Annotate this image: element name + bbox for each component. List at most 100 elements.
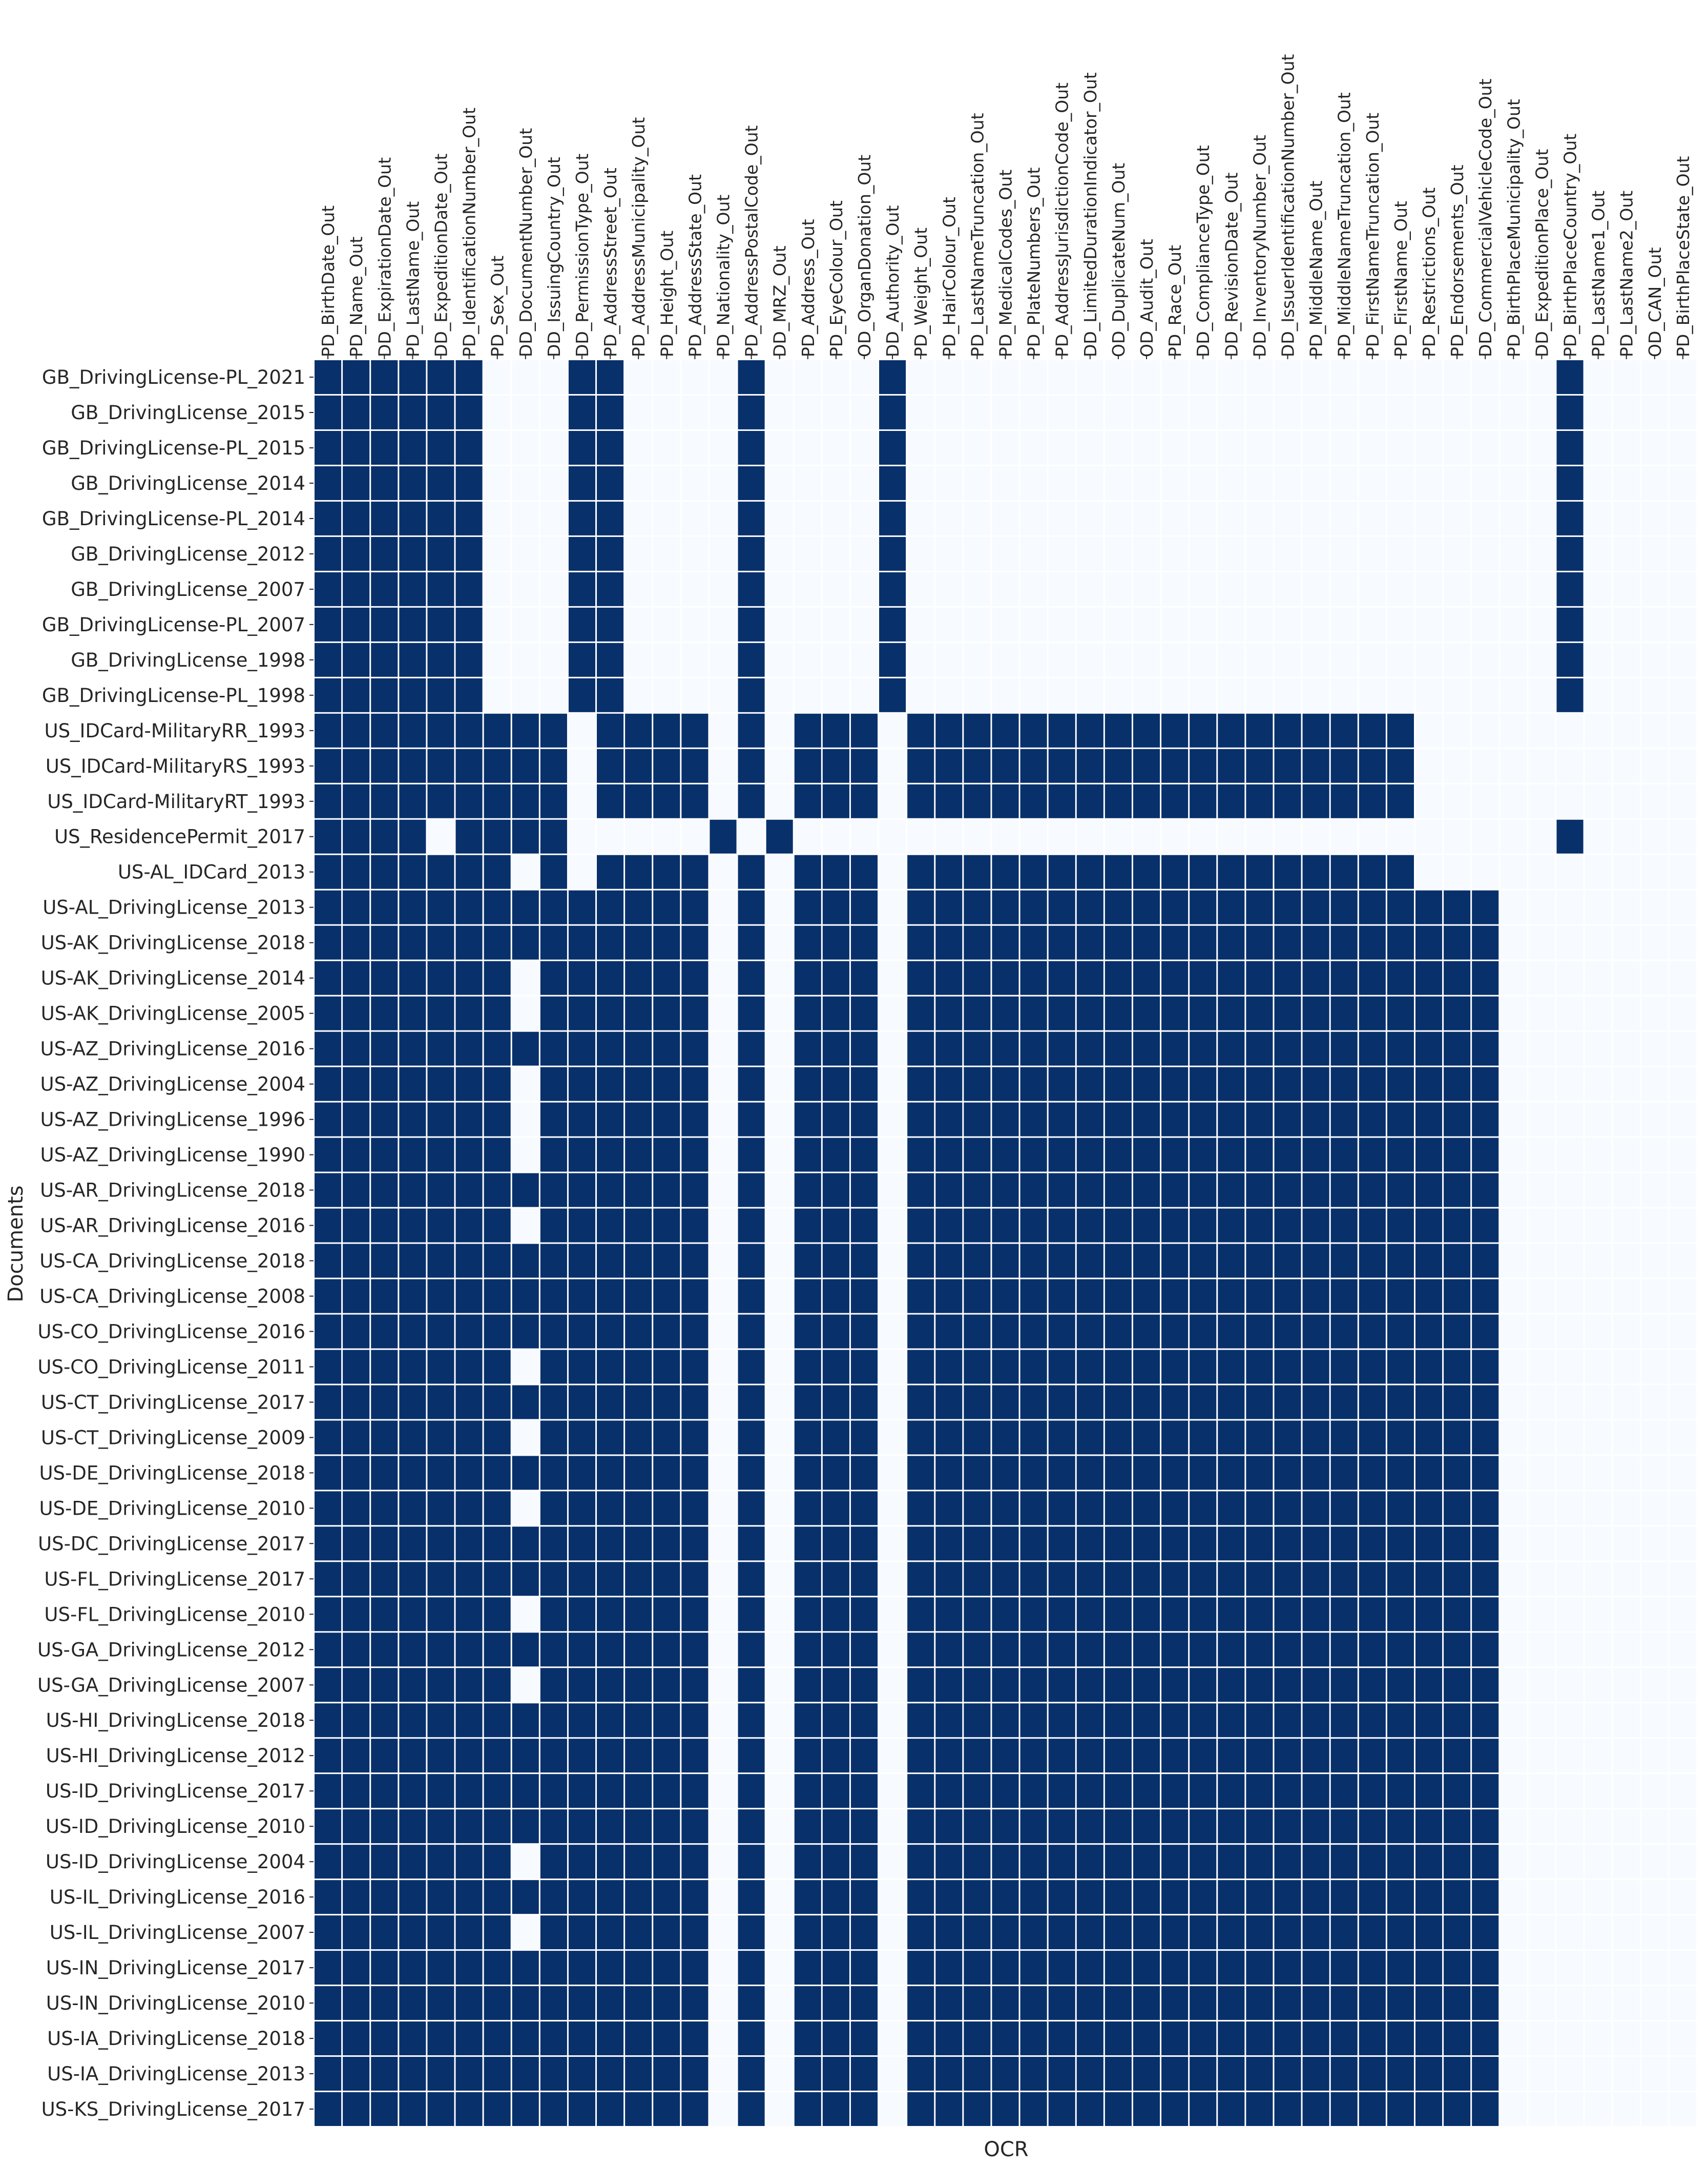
heatmap-cell	[1387, 925, 1414, 960]
heatmap-cell	[1076, 713, 1103, 748]
heatmap-cell	[964, 678, 991, 712]
heatmap-cell	[1415, 2021, 1443, 2056]
heatmap-cell	[597, 1138, 624, 1172]
heatmap-cell	[315, 430, 342, 465]
heatmap-cell	[1415, 2057, 1443, 2091]
heatmap-cell	[427, 1951, 454, 1985]
heatmap-cell	[992, 1809, 1019, 1844]
heatmap-cell	[822, 1314, 849, 1349]
heatmap-cell	[1048, 1279, 1075, 1313]
heatmap-cell	[315, 360, 342, 394]
heatmap-cell	[540, 1562, 567, 1596]
y-tick-label: US-CO_DrivingLicense_2011	[37, 1356, 305, 1378]
heatmap-cell	[1415, 890, 1443, 924]
heatmap-cell	[1076, 1845, 1103, 1879]
heatmap-cell	[1472, 1385, 1499, 1419]
heatmap-cell	[879, 1845, 906, 1879]
heatmap-cell	[681, 1526, 709, 1561]
heatmap-cell	[907, 1420, 934, 1455]
heatmap-cell	[1613, 430, 1640, 465]
heatmap-cell	[1528, 1102, 1555, 1137]
heatmap-cell	[315, 1173, 342, 1207]
heatmap-cell	[1528, 819, 1555, 854]
heatmap-cell	[568, 430, 596, 465]
heatmap-cell	[1218, 1456, 1245, 1490]
heatmap-cell	[1048, 855, 1075, 889]
heatmap-cell	[1500, 395, 1527, 429]
heatmap-cell	[992, 1986, 1019, 2020]
heatmap-cell	[1359, 1739, 1386, 1773]
heatmap-cell	[1556, 713, 1584, 748]
heatmap-cell	[1076, 1420, 1103, 1455]
heatmap-cell	[822, 855, 849, 889]
heatmap-cell	[1048, 1633, 1075, 1667]
heatmap-cell	[455, 819, 483, 854]
heatmap-cell	[794, 1350, 821, 1384]
heatmap-cell	[1161, 1703, 1189, 1738]
heatmap-cell	[710, 395, 737, 429]
heatmap-cell	[1669, 1314, 1696, 1349]
heatmap-cell	[1020, 890, 1047, 924]
heatmap-cell	[1330, 996, 1358, 1030]
heatmap-cell	[964, 1067, 991, 1101]
heatmap-cell	[822, 1208, 849, 1243]
y-tick-label: US-AZ_DrivingLicense_1996	[40, 1109, 305, 1131]
heatmap-cell	[738, 2057, 765, 2091]
heatmap-cell	[1302, 1880, 1329, 1914]
heatmap-cell	[1528, 466, 1555, 500]
heatmap-cell	[1528, 360, 1555, 394]
heatmap-cell	[1161, 1385, 1189, 1419]
heatmap-cell	[1105, 536, 1132, 571]
heatmap-cell	[710, 678, 737, 712]
heatmap-cell	[1415, 1420, 1443, 1455]
heatmap-cell	[1330, 1562, 1358, 1596]
heatmap-cell	[1076, 360, 1103, 394]
heatmap-cell	[371, 1173, 398, 1207]
heatmap-cell	[1641, 925, 1668, 960]
heatmap-cell	[1218, 536, 1245, 571]
heatmap-cell	[1020, 607, 1047, 642]
heatmap-cell	[935, 1279, 963, 1313]
heatmap-cell	[625, 1633, 652, 1667]
heatmap-cell	[625, 1845, 652, 1879]
heatmap-cell	[992, 1739, 1019, 1773]
heatmap-cell	[1048, 1597, 1075, 1632]
heatmap-cell	[1076, 572, 1103, 606]
heatmap-cell	[512, 1067, 539, 1101]
heatmap-cell	[427, 1314, 454, 1349]
heatmap-cell	[427, 430, 454, 465]
heatmap-cell	[1444, 501, 1471, 535]
heatmap-cell	[850, 2057, 878, 2091]
heatmap-cell	[794, 1279, 821, 1313]
heatmap-cell	[1161, 1279, 1189, 1313]
heatmap-cell	[653, 643, 680, 677]
heatmap-cell	[964, 1102, 991, 1137]
heatmap-cell	[1190, 395, 1217, 429]
x-tick-label: OD_Audit_Out	[1137, 239, 1157, 357]
heatmap-cell	[540, 1739, 567, 1773]
heatmap-cell	[964, 1138, 991, 1172]
heatmap-cell	[1641, 855, 1668, 889]
x-tick-label: DD_MRZ_Out	[770, 245, 790, 357]
heatmap-cell	[850, 1279, 878, 1313]
heatmap-cell	[1472, 2057, 1499, 2091]
heatmap-cell	[850, 1314, 878, 1349]
heatmap-cell	[597, 1350, 624, 1384]
heatmap-cell	[681, 2057, 709, 2091]
heatmap-cell	[1105, 1279, 1132, 1313]
heatmap-cell	[1190, 678, 1217, 712]
heatmap-cell	[879, 713, 906, 748]
heatmap-cell	[1105, 1633, 1132, 1667]
heatmap-cell	[455, 1915, 483, 1950]
heatmap-cell	[1161, 1456, 1189, 1490]
heatmap-cell	[1387, 1031, 1414, 1066]
heatmap-cell	[681, 1173, 709, 1207]
heatmap-cell	[427, 1668, 454, 1702]
heatmap-cell	[1387, 1385, 1414, 1419]
heatmap-cell	[1076, 1173, 1103, 1207]
heatmap-cell	[738, 1809, 765, 1844]
heatmap-cell	[1641, 1526, 1668, 1561]
heatmap-cell	[879, 2057, 906, 2091]
heatmap-cell	[455, 1420, 483, 1455]
heatmap-cell	[512, 1809, 539, 1844]
